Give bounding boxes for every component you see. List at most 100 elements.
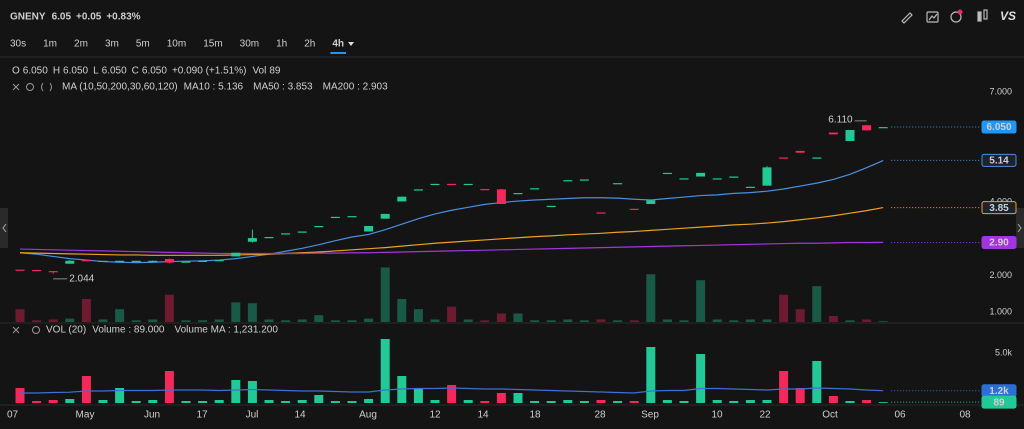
candle-body	[563, 180, 573, 182]
timeframe[interactable]: 1m	[43, 39, 57, 50]
timeframe[interactable]: 2h	[304, 39, 315, 50]
volume-overlay-bar	[745, 319, 755, 322]
volume-ma-line	[20, 387, 884, 394]
indicator-icon[interactable]	[950, 11, 962, 23]
chart-icon[interactable]	[926, 11, 939, 23]
volume-bar	[546, 401, 556, 403]
x-tick-label: 18	[529, 410, 541, 421]
timeframe[interactable]: 4h	[332, 39, 344, 50]
candle-icon[interactable]	[977, 11, 982, 22]
timeframe[interactable]: 30s	[10, 39, 26, 50]
timeframe[interactable]: 5m	[136, 39, 150, 50]
price-tag-label: 2.90	[989, 238, 1009, 249]
volume-bar	[214, 400, 224, 403]
candle-body	[231, 252, 241, 257]
x-tick-label: 12	[429, 410, 441, 421]
volume-overlay-bar	[762, 319, 772, 322]
candle-body	[596, 212, 606, 214]
candle-body	[32, 269, 42, 272]
timeframe[interactable]: 15m	[203, 39, 222, 50]
volume-bar	[297, 400, 307, 403]
volume-overlay-bar	[613, 320, 623, 322]
settings-icon[interactable]	[41, 82, 52, 92]
timeframe[interactable]: 30m	[240, 39, 259, 50]
legend-value: 6.050	[142, 66, 167, 77]
annotation: 2.044	[69, 273, 94, 284]
close-icon[interactable]	[12, 326, 20, 334]
volume-overlay-bar	[679, 320, 689, 322]
volume-bar	[364, 399, 374, 403]
volume-overlay-bar	[65, 318, 75, 322]
volume-bar	[131, 401, 141, 403]
volume-bar	[828, 396, 838, 403]
candle-body	[629, 208, 639, 210]
candle-body	[380, 213, 390, 219]
candle-body	[65, 260, 75, 264]
x-tick-label: 17	[196, 410, 208, 421]
volume-overlay-bar	[181, 320, 191, 322]
candle-body	[546, 205, 556, 208]
draw-icon[interactable]	[901, 12, 913, 24]
y-tick-label: 5.0k	[995, 347, 1013, 357]
volume-overlay-bar	[629, 320, 639, 322]
candle-body	[98, 260, 108, 263]
x-tick-label: 14	[294, 410, 306, 421]
y-tick-label: 7.000	[989, 87, 1012, 97]
price-tag-label: 89	[993, 397, 1005, 408]
timeframe[interactable]: 2m	[74, 39, 88, 50]
candle-body	[729, 176, 739, 178]
legend-value: 89	[269, 66, 281, 77]
volume-bar	[380, 339, 390, 403]
candle-body	[447, 183, 457, 186]
candle-body	[463, 183, 473, 186]
right-handle[interactable]	[1016, 208, 1024, 248]
candle-body	[745, 186, 755, 188]
candle-body	[413, 189, 423, 191]
timeframe[interactable]: 3m	[105, 39, 119, 50]
volume-overlay-bar	[579, 320, 589, 322]
volume-bar	[496, 393, 506, 403]
timeframe-caret[interactable]	[348, 42, 355, 46]
x-tick-label: 28	[594, 410, 606, 421]
legend-value: 6.050	[23, 66, 48, 77]
legend-label: O	[12, 66, 20, 77]
candle-body	[613, 183, 623, 185]
volume-bar	[247, 381, 257, 403]
price-tag-label: 5.14	[989, 156, 1009, 167]
timeframe[interactable]: 1h	[276, 39, 287, 50]
timeframe[interactable]: 10m	[167, 39, 186, 50]
candle-body	[679, 178, 689, 180]
volume-overlay-bar	[131, 320, 141, 322]
candle-body	[712, 178, 722, 180]
volume-overlay-bar	[48, 319, 58, 322]
volume-overlay-bar	[314, 315, 324, 322]
volume-bar	[281, 401, 291, 403]
candle-body	[513, 193, 523, 195]
volume-overlay-bar	[530, 320, 540, 322]
volume-overlay-bar	[148, 319, 158, 322]
candle-body	[364, 225, 374, 232]
x-tick-label: Jul	[246, 410, 259, 421]
x-tick-label: Aug	[359, 410, 377, 421]
candle-body	[247, 238, 257, 242]
left-handle[interactable]	[0, 208, 8, 248]
volume-bar	[845, 401, 855, 403]
volume-overlay-bar	[729, 320, 739, 322]
y-tick-label: 2.000	[989, 270, 1012, 280]
y-tick-label: 1.000	[989, 306, 1012, 316]
volume-overlay-bar	[430, 319, 440, 322]
ma-legend-entry: MA50 : 3.853	[253, 82, 313, 93]
volume-overlay-bar	[98, 319, 108, 322]
ma-legend-title: MA (10,50,200,30,60,120)	[62, 82, 178, 93]
visibility-icon[interactable]	[26, 83, 34, 91]
candle-body	[148, 260, 158, 263]
legend-label: L	[93, 66, 99, 77]
candle-body	[164, 258, 174, 263]
candle-body	[131, 260, 141, 263]
visibility-icon[interactable]	[32, 326, 40, 334]
candle-body	[579, 179, 589, 181]
close-icon[interactable]	[12, 83, 20, 91]
volume-bar	[330, 401, 340, 403]
volume-bar	[579, 401, 589, 403]
volume-overlay-bar	[380, 267, 390, 322]
